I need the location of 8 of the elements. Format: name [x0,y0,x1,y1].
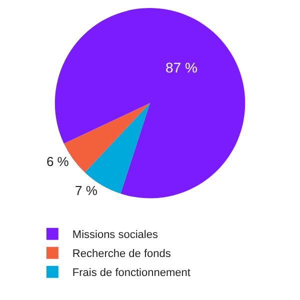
legend-label: Recherche de fonds [72,248,172,260]
data-label: 87 % [166,59,198,76]
data-label: 7 % [74,183,98,198]
data-label: 6 % [46,154,70,170]
pie-slice [84,103,150,194]
legend-label: Missions sociales [72,229,158,242]
pie-slice [55,8,246,198]
legend-label: Frais de fonctionnement [72,267,190,280]
